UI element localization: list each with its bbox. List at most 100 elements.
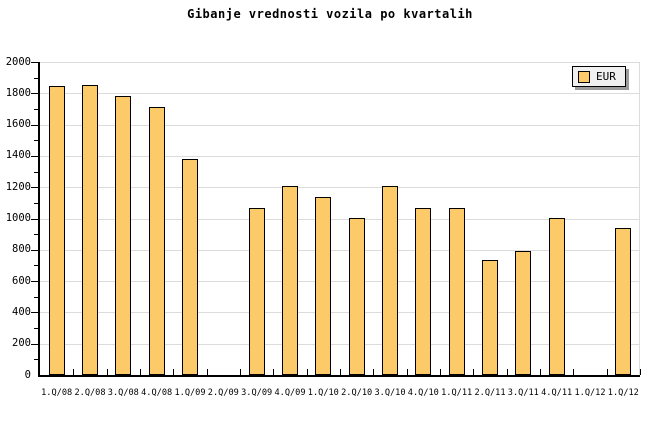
y-axis-label-1200: 1200 — [5, 180, 31, 193]
bar-4.Q/10-idx11 — [415, 208, 431, 375]
bar-2.Q/11-idx13 — [482, 260, 498, 375]
bar-1.Q/11-idx12 — [449, 208, 465, 375]
x-axis-label-idx8: 1.Q/10 — [307, 388, 339, 398]
x-tick-3 — [140, 369, 141, 375]
x-tick-11 — [407, 369, 408, 375]
y-axis-label-1600: 1600 — [5, 118, 31, 131]
y-axis-label-1800: 1800 — [5, 86, 31, 99]
x-axis-label-idx9: 2.Q/10 — [341, 388, 373, 398]
bar-3.Q/11-idx14 — [515, 251, 531, 375]
bar-2.Q/10-idx9 — [349, 218, 365, 375]
x-axis-label-idx15: 4.Q/11 — [541, 388, 573, 398]
bar-1.Q/09-idx4 — [182, 159, 198, 375]
gridline-y-800 — [40, 250, 640, 251]
y-axis-label-2000: 2000 — [5, 55, 31, 68]
gridline-y-200 — [40, 344, 640, 345]
y-axis-label-1000: 1000 — [5, 212, 31, 224]
y-tick-1200 — [31, 187, 38, 188]
y-tick-400 — [31, 312, 38, 313]
x-axis-label-idx3: 4.Q/08 — [141, 388, 173, 398]
x-tick-16 — [573, 369, 574, 375]
y-axis-label-1400: 1400 — [5, 149, 31, 162]
gridline-y-1000 — [40, 219, 640, 220]
y-tick-1000 — [31, 219, 38, 220]
x-axis-label-idx14: 3.Q/11 — [507, 388, 539, 398]
x-axis-line — [38, 375, 640, 377]
bar-3.Q/10-idx10 — [382, 186, 398, 375]
x-tick-2 — [107, 369, 108, 375]
x-axis-label-idx4: 1.Q/09 — [174, 388, 206, 398]
x-tick-10 — [373, 369, 374, 375]
x-axis-label-idx6: 3.Q/09 — [241, 388, 273, 398]
x-tick-9 — [340, 369, 341, 375]
gridline-y-1400 — [40, 156, 640, 157]
legend-swatch-icon — [578, 70, 590, 83]
y-tick-100 — [34, 359, 38, 360]
bar-4.Q/11-idx15 — [549, 218, 565, 375]
y-tick-700 — [34, 265, 38, 266]
y-tick-1600 — [31, 125, 38, 126]
x-tick-12 — [440, 369, 441, 375]
x-tick-8 — [307, 369, 308, 375]
x-tick-15 — [540, 369, 541, 375]
y-axis-line — [38, 62, 40, 377]
bar-1.Q/08-idx0 — [49, 86, 65, 375]
x-tick-1 — [73, 369, 74, 375]
x-axis-label-idx11: 4.Q/10 — [407, 388, 439, 398]
y-tick-1900 — [34, 78, 38, 79]
y-tick-600 — [31, 281, 38, 282]
x-axis-label-idx10: 3.Q/10 — [374, 388, 406, 398]
y-tick-1400 — [31, 156, 38, 157]
y-tick-1500 — [34, 140, 38, 141]
x-axis-label-idx16: 1.Q/12 — [574, 388, 606, 398]
x-axis-label-idx0: 1.Q/08 — [41, 388, 73, 398]
gridline-y-2000 — [40, 62, 640, 63]
gridline-y-400 — [40, 312, 640, 313]
x-axis-label-idx17: 1.Q/12 — [607, 388, 639, 398]
y-tick-2000 — [31, 62, 38, 63]
y-axis-label-800: 800 — [12, 243, 31, 256]
x-tick-6 — [240, 369, 241, 375]
y-axis-label-400: 400 — [12, 305, 31, 318]
x-tick-4 — [173, 369, 174, 375]
x-tick-5 — [207, 369, 208, 375]
y-tick-500 — [34, 297, 38, 298]
x-axis-label-idx13: 2.Q/11 — [474, 388, 506, 398]
y-tick-800 — [31, 250, 38, 251]
x-tick-18 — [640, 369, 641, 375]
gridline-y-1600 — [40, 125, 640, 126]
y-tick-1100 — [34, 203, 38, 204]
bar-2.Q/08-idx1 — [82, 85, 98, 375]
y-axis-label-600: 600 — [12, 274, 31, 287]
bar-4.Q/09-idx7 — [282, 186, 298, 375]
gridline-y-1200 — [40, 187, 640, 188]
y-tick-1800 — [31, 93, 38, 94]
x-axis-label-idx12: 1.Q/11 — [441, 388, 473, 398]
legend-label: EUR — [596, 70, 616, 83]
x-tick-13 — [473, 369, 474, 375]
plot-right-edge — [639, 62, 640, 375]
y-tick-1700 — [34, 109, 38, 110]
bar-1.Q/10-idx8 — [315, 197, 331, 375]
bar-4.Q/08-idx3 — [149, 107, 165, 375]
x-axis-label-idx1: 2.Q/08 — [74, 388, 106, 398]
legend: EUR — [572, 66, 626, 87]
x-axis-label-idx2: 3.Q/08 — [107, 388, 139, 398]
bar-3.Q/09-idx6 — [249, 208, 265, 375]
bar-3.Q/08-idx2 — [115, 96, 131, 375]
x-tick-17 — [607, 369, 608, 375]
chart-title: Gibanje vrednosti vozila po kvartalih — [187, 7, 473, 21]
x-tick-7 — [273, 369, 274, 375]
y-tick-900 — [34, 234, 38, 235]
x-tick-14 — [507, 369, 508, 375]
y-axis-label-0: 0 — [24, 368, 31, 381]
x-axis-label-idx7: 4.Q/09 — [274, 388, 306, 398]
plot-area — [31, 62, 641, 377]
y-axis-label-200: 200 — [12, 337, 31, 350]
bar-1.Q/12-idx17 — [615, 228, 631, 375]
x-axis-label-idx5: 2.Q/09 — [207, 388, 239, 398]
y-tick-200 — [31, 344, 38, 345]
gridline-y-600 — [40, 281, 640, 282]
gridline-y-1800 — [40, 93, 640, 94]
